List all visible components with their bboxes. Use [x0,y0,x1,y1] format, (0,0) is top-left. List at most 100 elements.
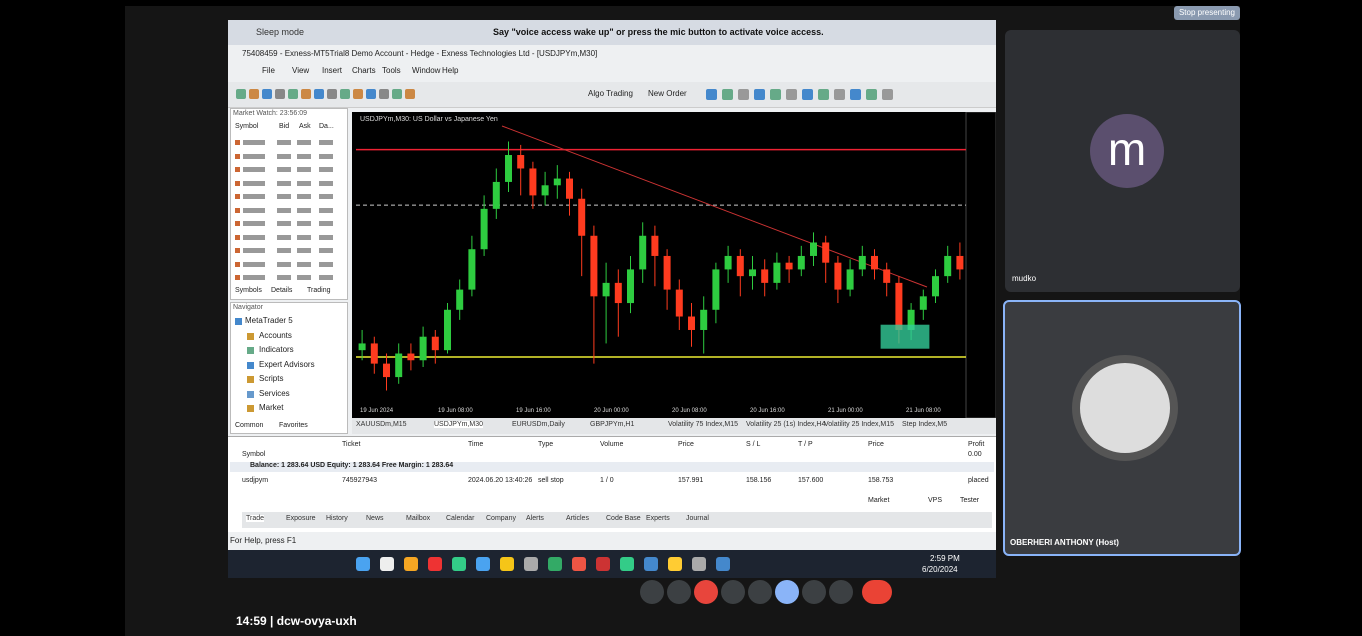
toolbar-icon[interactable] [722,89,733,100]
market-watch-row[interactable] [233,205,345,216]
stop-presenting[interactable]: Stop presenting [1174,6,1240,20]
chart-tab[interactable]: GBPJPYm,H1 [590,421,635,428]
taskbar-icon[interactable] [524,557,538,571]
status-item[interactable]: VPS [928,497,943,504]
menu-item[interactable]: Charts [352,66,376,75]
toolbox-tab[interactable]: Alerts [526,515,544,522]
meeting-button[interactable] [862,580,892,604]
toolbar-icon[interactable] [834,89,845,100]
menu-item[interactable]: View [292,66,310,75]
toolbar-icon[interactable] [818,89,829,100]
taskbar-icon[interactable] [548,557,562,571]
toolbar-icon[interactable] [340,89,350,99]
market-watch-row[interactable] [233,191,345,202]
taskbar-icon[interactable] [404,557,418,571]
nav-item[interactable]: MetaTrader 5 [245,316,293,325]
market-watch-row[interactable] [233,164,345,175]
nav-item[interactable]: Market [259,403,284,412]
toolbar-icon[interactable] [706,89,717,100]
taskbar-icon[interactable] [476,557,490,571]
toolbar-icon[interactable] [301,89,311,99]
menu-item[interactable]: File [262,66,275,75]
panel-tab[interactable]: Symbols [235,287,262,294]
toolbar-icon[interactable] [327,89,337,99]
toolbox-tab[interactable]: Calendar [446,515,475,522]
toolbar-icon[interactable] [392,89,402,99]
meeting-button[interactable] [667,580,691,604]
toolbar-icon[interactable] [379,89,389,99]
toolbar-icon[interactable] [275,89,285,99]
toolbar-icon[interactable] [882,89,893,100]
meeting-button[interactable] [694,580,718,604]
chart-tab[interactable]: Volatility 75 Index,M15 [668,421,739,428]
taskbar-icon[interactable] [452,557,466,571]
toolbar-icon[interactable] [249,89,259,99]
chart-tab[interactable]: Volatility 25 (1s) Index,H4 [746,421,826,428]
meeting-button[interactable] [802,580,826,604]
chart-tab[interactable]: Volatility 25 Index,M15 [824,421,895,428]
taskbar-icon[interactable] [692,557,706,571]
market-watch-row[interactable] [233,259,345,270]
nav-item[interactable]: Indicators [259,345,294,354]
taskbar-icon[interactable] [380,557,394,571]
nav-item[interactable]: Services [259,388,290,398]
toolbox-tab[interactable]: Code Base [606,515,641,522]
toolbar-icon[interactable] [366,89,376,99]
toolbox-tab[interactable]: Exposure [286,515,316,522]
toolbar-icon[interactable] [786,89,797,100]
market-watch-row[interactable] [233,272,345,283]
voice-mode[interactable]: Sleep mode [256,27,305,37]
taskbar-icon[interactable] [596,557,610,571]
taskbar-icon[interactable] [356,557,370,571]
toolbar-icon[interactable] [850,89,861,100]
chart-tab[interactable]: Step Index,M5 [902,421,948,428]
menu-item[interactable]: Window [412,66,441,75]
toolbox-tab[interactable]: Articles [566,515,589,522]
panel-tab[interactable]: Common [235,422,264,429]
taskbar-icon[interactable] [572,557,586,571]
market-watch-row[interactable] [233,137,345,148]
taskbar-icon[interactable] [644,557,658,571]
toolbar-icon[interactable] [353,89,363,99]
toolbar-icon[interactable] [262,89,272,99]
meeting-button[interactable] [721,580,745,604]
status-item[interactable]: Tester [960,497,980,504]
chart-tab[interactable]: EURUSDm,Daily [512,421,565,428]
nav-item[interactable]: Expert Advisors [259,359,315,369]
toolbar-icon[interactable] [405,89,415,99]
menu-item[interactable]: Help [442,66,459,75]
nav-item[interactable]: Scripts [259,374,284,383]
menu-item[interactable]: Insert [322,66,343,75]
meeting-button[interactable] [748,580,772,604]
toolbox-tab[interactable]: Trade [246,515,265,522]
taskbar-icon[interactable] [716,557,730,571]
toolbar-icon[interactable] [754,89,765,100]
nav-item[interactable]: Accounts [259,330,292,340]
status-item[interactable]: Market [868,497,890,504]
toolbar-icon[interactable] [288,89,298,99]
toolbar-icon[interactable] [802,89,813,100]
toolbox-tab[interactable]: Experts [646,515,670,522]
toolbox-tab[interactable]: News [366,515,384,522]
toolbar-icon[interactable] [236,89,246,99]
toolbar-button[interactable]: New Order [648,89,687,98]
meeting-button[interactable] [640,580,664,604]
toolbar-icon[interactable] [314,89,324,99]
chart-tab[interactable]: XAUUSDm,M15 [356,421,407,428]
toolbox-tab[interactable]: Journal [686,515,709,522]
taskbar-icon[interactable] [668,557,682,571]
toolbar-icon[interactable] [866,89,877,100]
market-watch-row[interactable] [233,178,345,189]
market-watch-row[interactable] [233,245,345,256]
toolbox-tab[interactable]: History [326,515,348,522]
toolbar-icon[interactable] [770,89,781,100]
toolbar-icon[interactable] [738,89,749,100]
toolbox-tab[interactable]: Company [486,515,516,522]
chart-tab[interactable]: USDJPYm,M30 [434,421,484,428]
meeting-button[interactable] [829,580,853,604]
taskbar-icon[interactable] [620,557,634,571]
market-watch-row[interactable] [233,218,345,229]
panel-tab[interactable]: Details [271,287,293,294]
market-watch-row[interactable] [233,232,345,243]
taskbar-icon[interactable] [500,557,514,571]
